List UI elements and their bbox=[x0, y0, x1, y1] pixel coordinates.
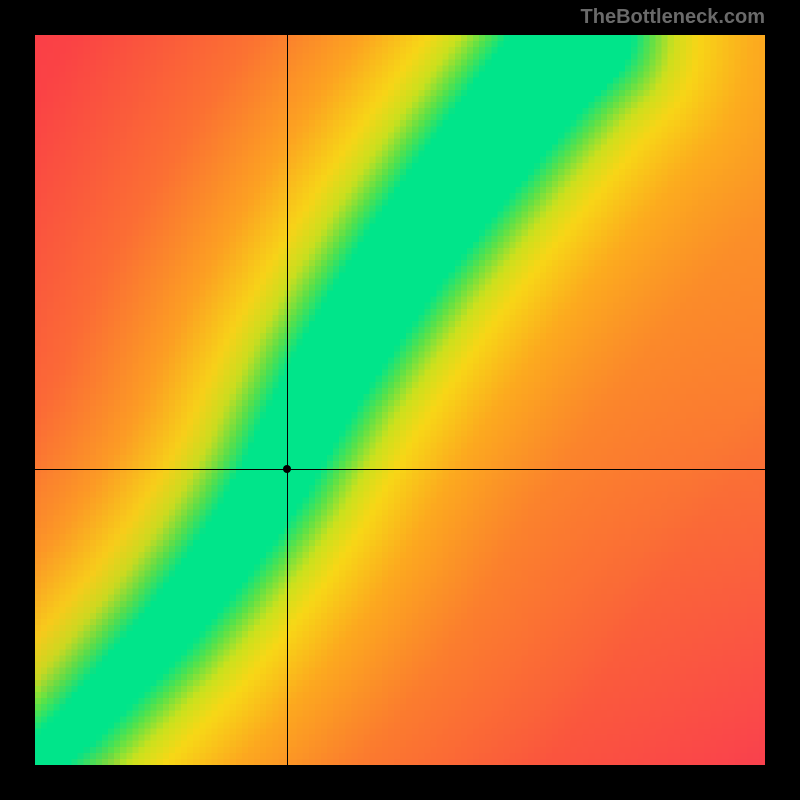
crosshair-horizontal bbox=[35, 469, 765, 470]
heatmap-canvas bbox=[35, 35, 765, 765]
marker-dot bbox=[283, 465, 291, 473]
watermark-text: TheBottleneck.com bbox=[581, 6, 765, 29]
heatmap-plot bbox=[35, 35, 765, 765]
crosshair-vertical bbox=[287, 35, 288, 765]
